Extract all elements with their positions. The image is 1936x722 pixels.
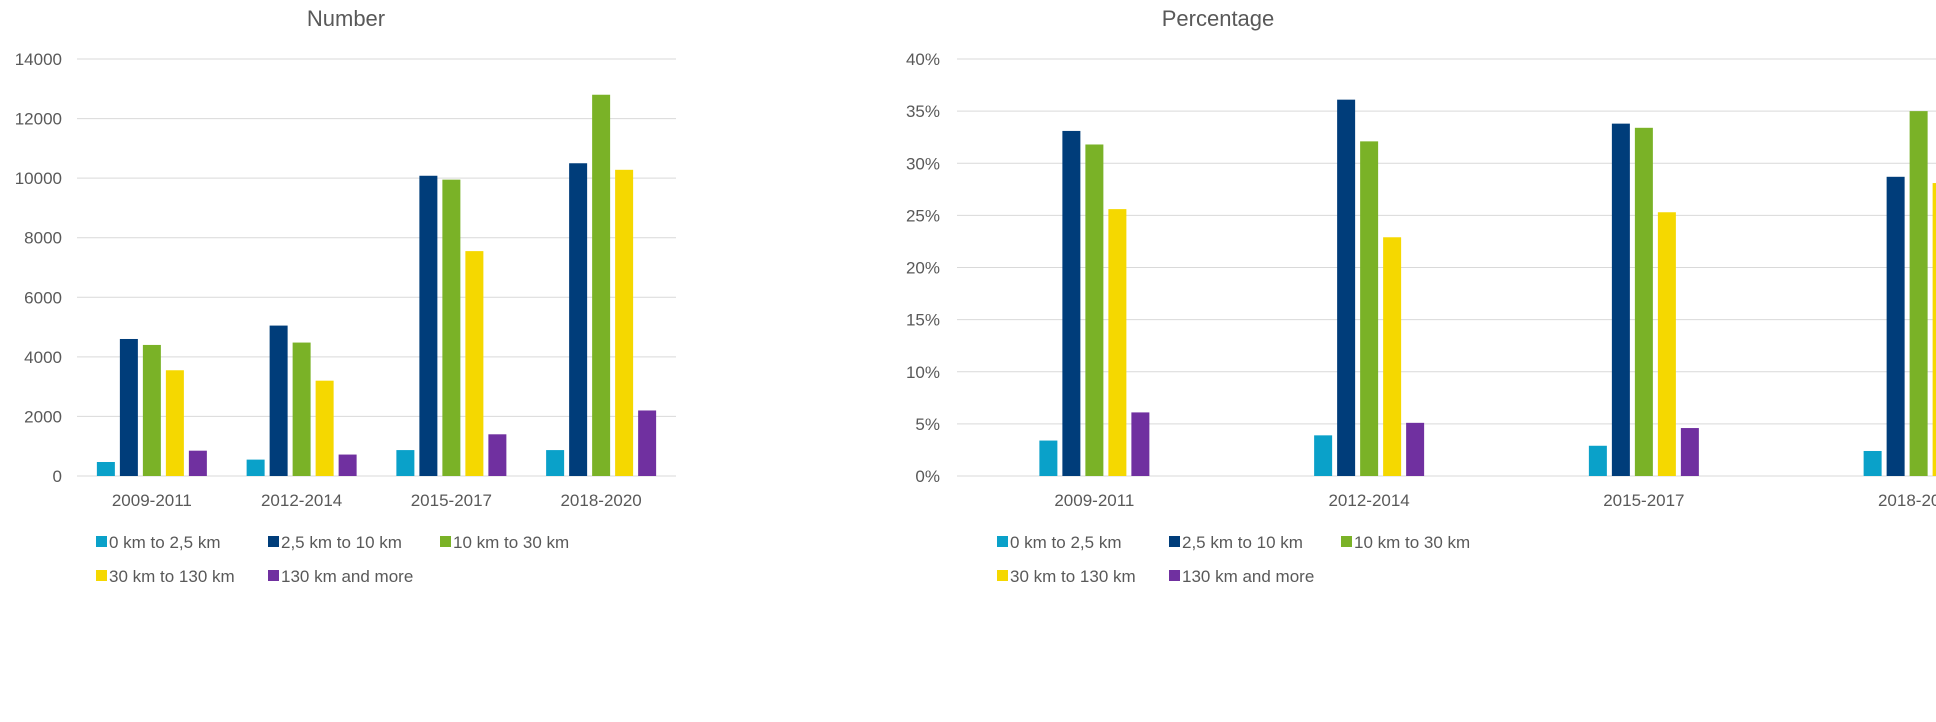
chart-1-bar [1863, 450, 1882, 476]
chart-1-bar [1062, 130, 1081, 476]
chart-0-legend-swatch [96, 536, 107, 547]
chart-1-legend-swatch [1341, 536, 1352, 547]
chart-0-bar [546, 450, 565, 476]
chart-1-bar [1337, 99, 1356, 476]
chart-0-y-tick-label: 12000 [15, 110, 62, 129]
number-chart: Number 0 2000 4000 6000 8000 10000 12000 14000 20… [15, 6, 676, 586]
chart-0-x-tick-label: 2015-2017 [411, 491, 492, 510]
chart-0-x-tick-label: 2009-2011 [112, 491, 192, 510]
chart-1-bar [1588, 445, 1607, 476]
chart-1-x-tick-label: 2018-2020 [1878, 491, 1936, 510]
chart-0-legend-label: 0 km to 2,5 km [109, 533, 220, 552]
chart-1-bar [1039, 440, 1058, 476]
chart-0-bar [488, 434, 507, 476]
chart-1-bar [1634, 127, 1653, 477]
chart-0-bar [188, 450, 207, 476]
chart-1-legend-label: 2,5 km to 10 km [1182, 533, 1303, 552]
chart-1-legend-label: 10 km to 30 km [1354, 533, 1470, 552]
chart-1-bar [1383, 237, 1402, 476]
chart-1-legend-swatch [1169, 570, 1180, 581]
chart-1-x-tick-label: 2009-2011 [1054, 491, 1134, 510]
chart-0-bar [465, 251, 484, 476]
chart-0-x-tick-label: 2018-2020 [560, 491, 641, 510]
chart-0-bar [569, 163, 588, 476]
chart-0-bar [292, 342, 311, 476]
chart-1-legend-swatch [997, 536, 1008, 547]
chart-1-bar [1131, 412, 1150, 476]
chart-1-bar [1360, 141, 1379, 477]
chart-1-bar [1909, 111, 1928, 476]
chart-1-bar [1680, 428, 1699, 476]
chart-1-bar [1406, 422, 1425, 476]
chart-0-legend-label: 30 km to 130 km [109, 567, 235, 586]
chart-0-bar [269, 325, 288, 476]
chart-1-bar [1886, 176, 1905, 477]
chart-0-bar [615, 169, 634, 476]
chart-1-bar [1085, 144, 1104, 477]
chart-0-legend-swatch [268, 536, 279, 547]
chart-1-legend-swatch [997, 570, 1008, 581]
chart-0-title: Number [307, 6, 385, 31]
chart-1-bar [1108, 209, 1127, 476]
chart-0-legend-swatch [96, 570, 107, 581]
chart-0-bar [165, 370, 184, 476]
chart-0-bar [396, 450, 415, 476]
chart-0-y-tick-label: 10000 [15, 169, 62, 188]
chart-1-bar [1932, 183, 1936, 476]
chart-1-x-tick-label: 2015-2017 [1603, 491, 1684, 510]
chart-0-bar [442, 179, 461, 476]
chart-0-bar [315, 380, 334, 476]
chart-0-legend-label: 2,5 km to 10 km [281, 533, 402, 552]
chart-0-bar [119, 338, 138, 476]
chart-1-legend-swatch [1169, 536, 1180, 547]
chart-0-y-tick-label: 0 [53, 467, 62, 486]
chart-0-legend-label: 130 km and more [281, 567, 413, 586]
chart-1-title: Percentage [1162, 6, 1275, 31]
chart-0-bar [142, 344, 161, 476]
chart-0-x-tick-label: 2012-2014 [261, 491, 342, 510]
chart-1-x-tick-label: 2012-2014 [1328, 491, 1409, 510]
chart-1-bar [1657, 212, 1676, 476]
chart-1-legend-label: 130 km and more [1182, 567, 1314, 586]
chart-0-y-tick-label: 2000 [24, 407, 62, 426]
chart-0-y-tick-label: 6000 [24, 288, 62, 307]
chart-0-y-tick-label: 4000 [24, 348, 62, 367]
chart-1-bar [1611, 123, 1630, 476]
chart-1-bar [1314, 435, 1333, 476]
chart-1-legend-label: 0 km to 2,5 km [1010, 533, 1121, 552]
chart-0-bar [96, 462, 115, 476]
chart-0-bar [246, 459, 265, 476]
chart-0-bar [638, 410, 657, 476]
chart-1-legend-label: 30 km to 130 km [1010, 567, 1136, 586]
chart-0-bar [419, 175, 438, 476]
chart-0-legend-label: 10 km to 30 km [453, 533, 569, 552]
chart-0-legend-swatch [268, 570, 279, 581]
chart-0-bar [592, 94, 611, 476]
chart-0-legend-swatch [440, 536, 451, 547]
chart-0-y-tick-label: 8000 [24, 229, 62, 248]
chart-0-y-tick-label: 14000 [15, 50, 62, 69]
chart-0-bar [338, 454, 357, 476]
